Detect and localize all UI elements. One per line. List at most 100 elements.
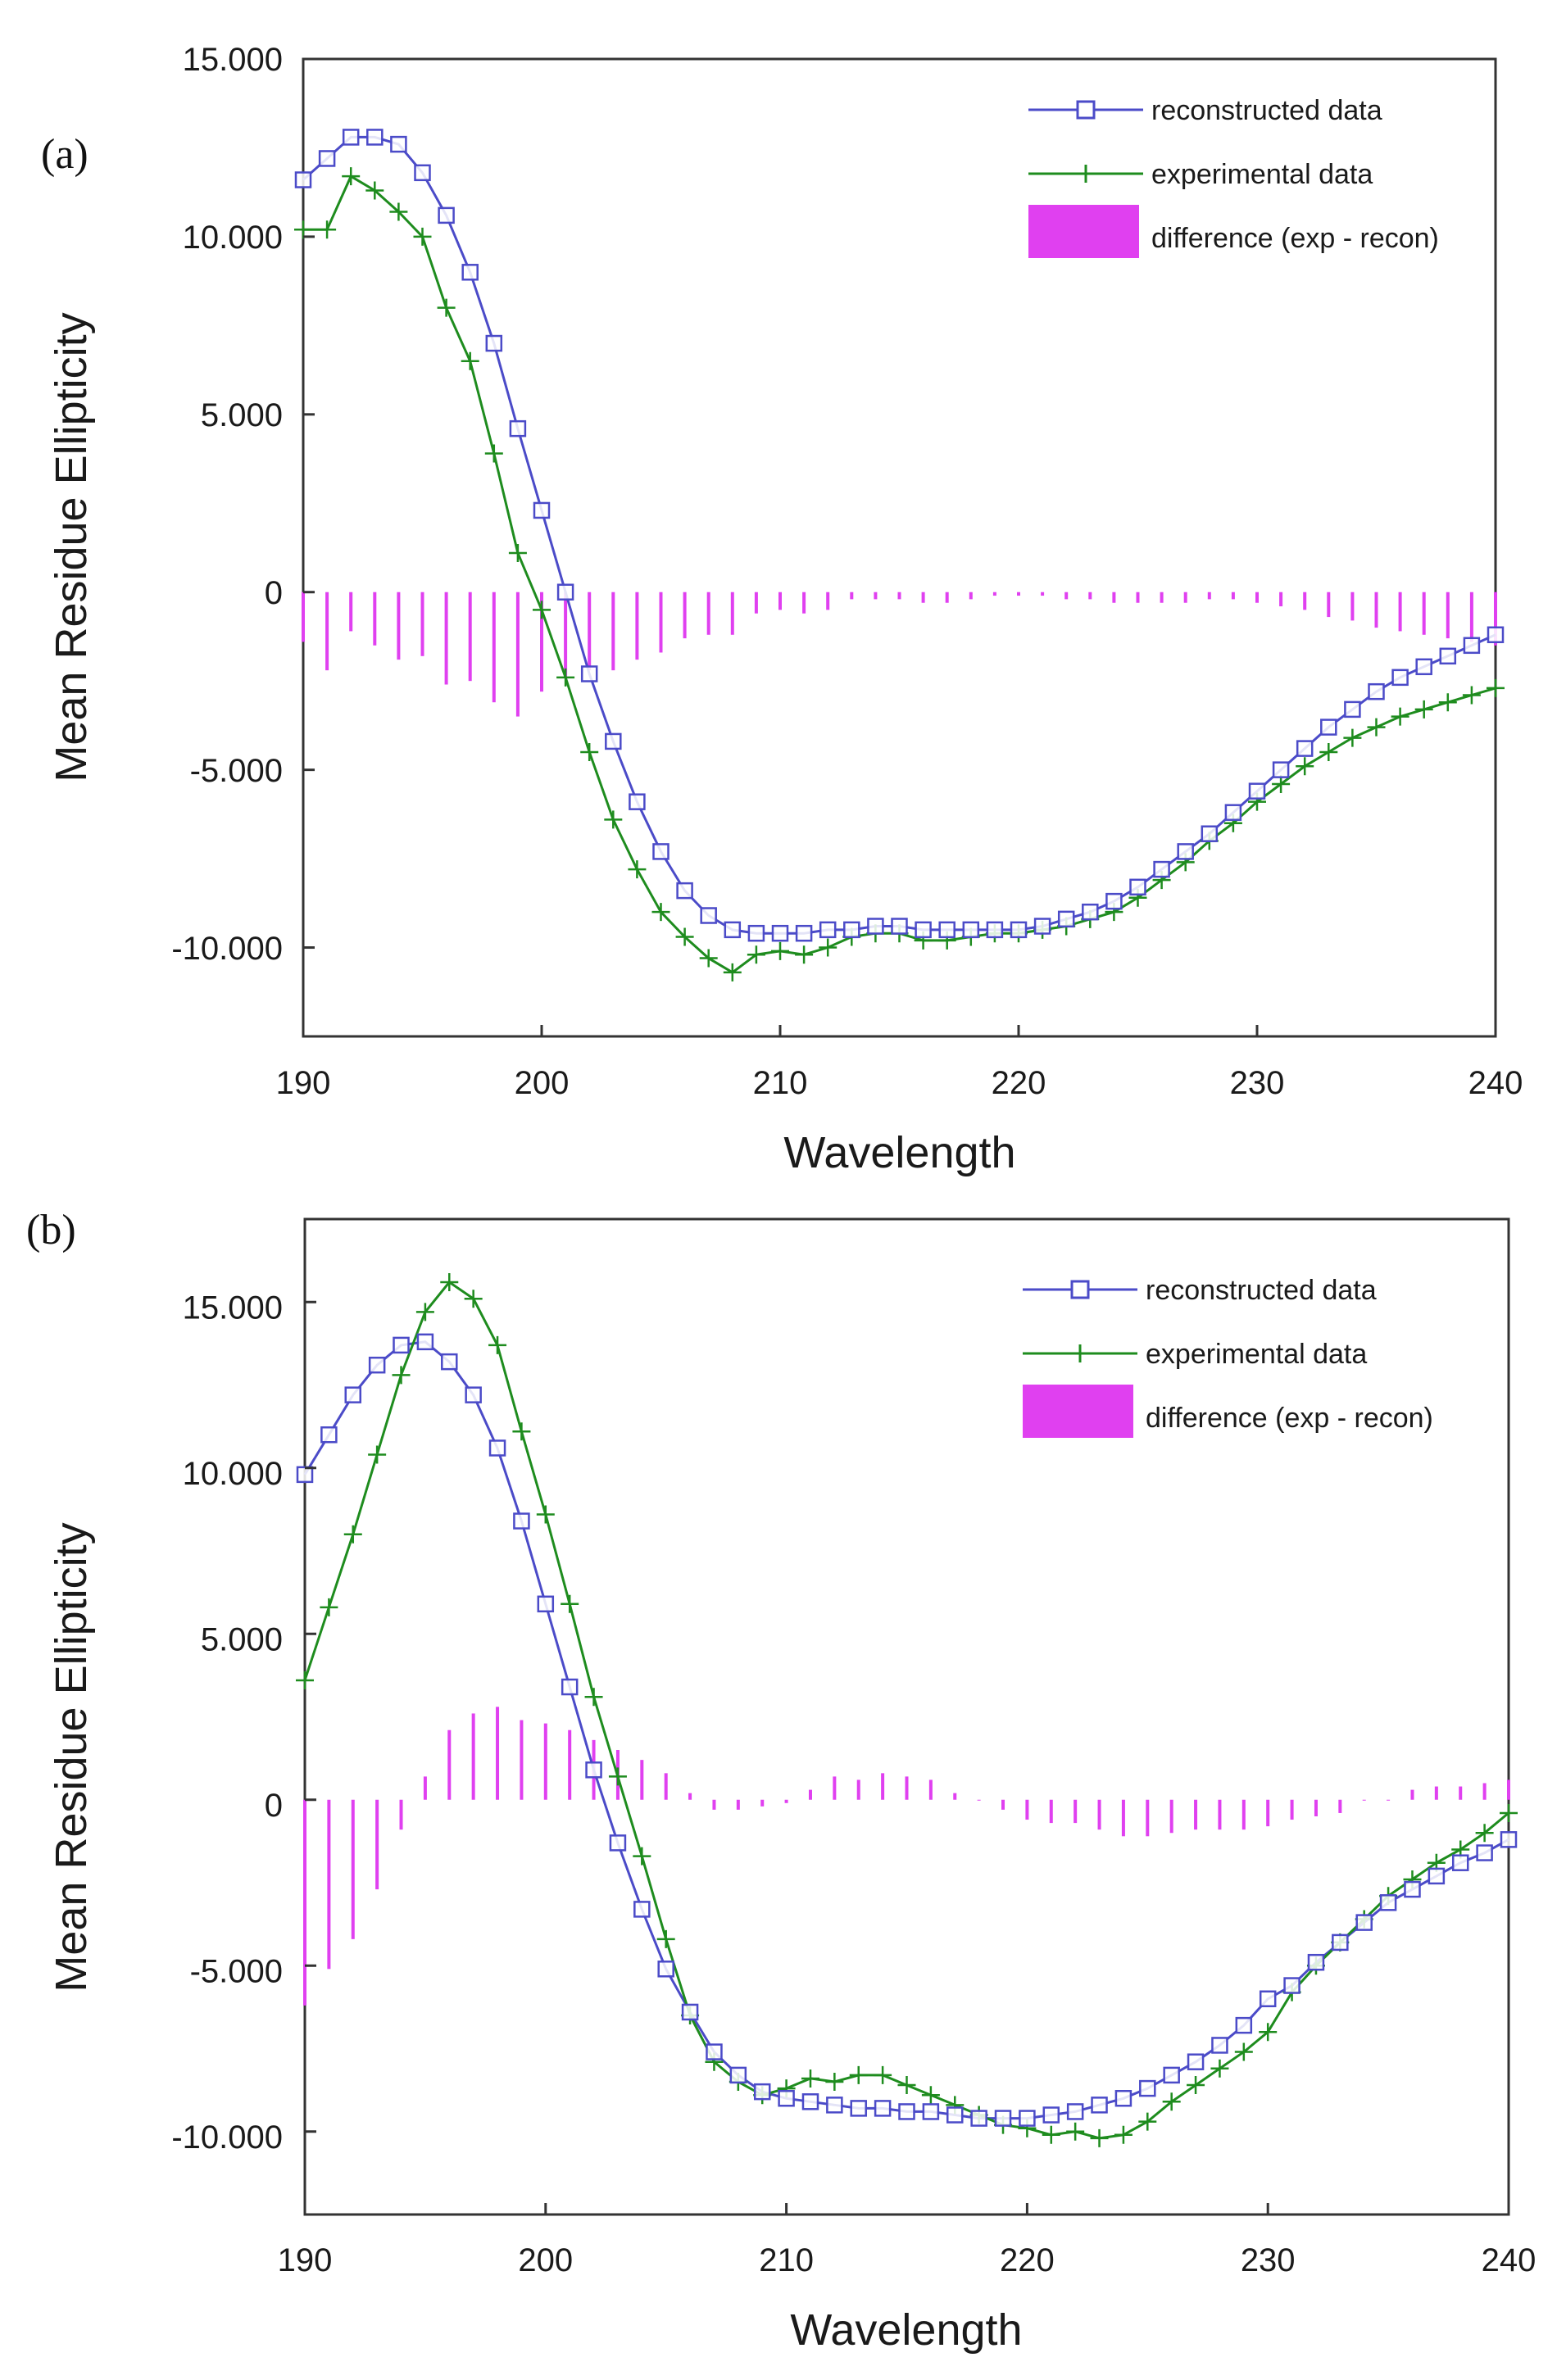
difference-bar — [1218, 1799, 1222, 1830]
difference-bar — [1121, 1799, 1125, 1837]
experimental-point — [1343, 728, 1362, 747]
difference-bar — [1266, 1799, 1270, 1827]
reconstructed-point — [561, 1678, 579, 1696]
experimental-point — [656, 1929, 675, 1948]
legend-label: difference (exp - recon) — [1151, 223, 1439, 254]
x-ticks-a — [302, 1025, 1497, 1036]
difference-bar — [1097, 1799, 1101, 1830]
difference-bar — [881, 1773, 885, 1800]
difference-bar — [399, 1799, 403, 1830]
difference-bar — [373, 592, 377, 646]
experimental-point — [651, 903, 670, 922]
experimental-point — [795, 945, 814, 964]
y-tick-label: 15.000 — [183, 42, 283, 78]
reconstructed-point — [874, 2100, 892, 2117]
reconstructed-point — [1391, 669, 1409, 687]
difference-bar — [1194, 1799, 1198, 1830]
difference-bar — [1017, 592, 1020, 596]
difference-bar — [659, 592, 663, 653]
reconstructed-point — [1451, 1854, 1469, 1871]
difference-bar — [969, 592, 973, 600]
experimental-point — [1487, 678, 1505, 697]
experimental-point — [484, 444, 503, 463]
reconstructed-point — [891, 918, 908, 935]
reconstructed-point — [1235, 2016, 1253, 2034]
legend-marker-experimental — [1071, 1344, 1089, 1362]
reconstructed-point — [1439, 647, 1457, 665]
difference-bar — [588, 592, 592, 671]
difference-bar — [897, 592, 901, 600]
experimental-point — [897, 2076, 916, 2095]
y-tick-label: -10.000 — [171, 2119, 283, 2156]
legend-marker-experimental — [1077, 165, 1095, 183]
reconstructed-point — [1105, 892, 1123, 910]
reconstructed-point — [1114, 2090, 1133, 2107]
experimental-point — [675, 927, 694, 946]
reconstructed-point — [533, 501, 551, 519]
difference-bar — [1398, 592, 1402, 632]
x-tick-label: 220 — [1000, 2242, 1055, 2278]
reconstructed-point — [605, 732, 622, 750]
difference-bar — [349, 592, 353, 632]
series-markers-b — [296, 1272, 1518, 2147]
experimental-point — [368, 1445, 387, 1464]
y-tick-label: 5.000 — [201, 1622, 283, 1658]
x-tick-label: 220 — [992, 1065, 1046, 1101]
legend-swatch-difference — [1028, 205, 1139, 258]
reconstructed-point — [485, 334, 503, 352]
experimental-point — [825, 2073, 844, 2091]
difference-bar — [1041, 592, 1045, 596]
reconstructed-point — [729, 2066, 747, 2084]
difference-bar — [564, 592, 568, 678]
legend-marker-reconstructed — [1070, 1280, 1090, 1299]
experimental-point — [1438, 693, 1457, 712]
reconstructed-point — [296, 1466, 314, 1484]
difference-bar — [1169, 1799, 1173, 1834]
experimental-point — [921, 2086, 940, 2105]
difference-bar — [921, 592, 925, 603]
experimental-point — [1114, 2125, 1133, 2144]
reconstructed-point — [633, 1901, 651, 1918]
y-tick-label: -5.000 — [190, 753, 283, 789]
reconstructed-point — [1177, 843, 1194, 860]
series-markers-a — [294, 129, 1505, 981]
legend-label: reconstructed data — [1151, 95, 1382, 126]
difference-bar — [1459, 1786, 1463, 1800]
experimental-point — [440, 1272, 459, 1291]
difference-bar — [1422, 592, 1426, 635]
difference-bar — [496, 1707, 500, 1800]
reconstructed-point — [629, 793, 646, 810]
experimental-point — [464, 1290, 483, 1308]
x-axis-a: 190 200 210 220 230 240 Wavelength — [276, 1025, 1523, 1177]
x-tick-label: 190 — [276, 1065, 331, 1101]
experimental-point — [556, 668, 575, 687]
reconstructed-point — [657, 1961, 674, 1978]
x-tick-label: 230 — [1241, 2242, 1296, 2278]
x-axis-b: 190 200 210 220 230 240 Wavelength — [278, 2203, 1536, 2355]
difference-bar — [977, 1799, 981, 1801]
x-tick-label: 200 — [518, 2242, 573, 2278]
reconstructed-point — [1307, 1953, 1325, 1971]
difference-bar — [543, 1723, 547, 1800]
experimental-point — [771, 941, 789, 960]
reconstructed-point — [1091, 2097, 1108, 2114]
difference-bar — [1160, 592, 1164, 603]
reconstructed-point — [962, 921, 980, 939]
difference-bar — [953, 1793, 957, 1800]
y-tick-label: 5.000 — [201, 397, 283, 433]
reconstructed-point — [946, 2106, 964, 2124]
reconstructed-point — [342, 129, 360, 146]
reconstructed-point — [700, 907, 717, 924]
reconstructed-point — [320, 1426, 338, 1444]
difference-bar — [1183, 592, 1187, 603]
reconstructed-point — [509, 419, 527, 437]
difference-bar — [468, 592, 472, 682]
reconstructed-point — [390, 135, 407, 153]
difference-bar — [736, 1799, 740, 1810]
difference-bar — [325, 592, 329, 671]
reconstructed-point — [1019, 2110, 1036, 2127]
reconstructed-point — [1042, 2106, 1060, 2124]
experimental-point — [415, 1303, 434, 1321]
